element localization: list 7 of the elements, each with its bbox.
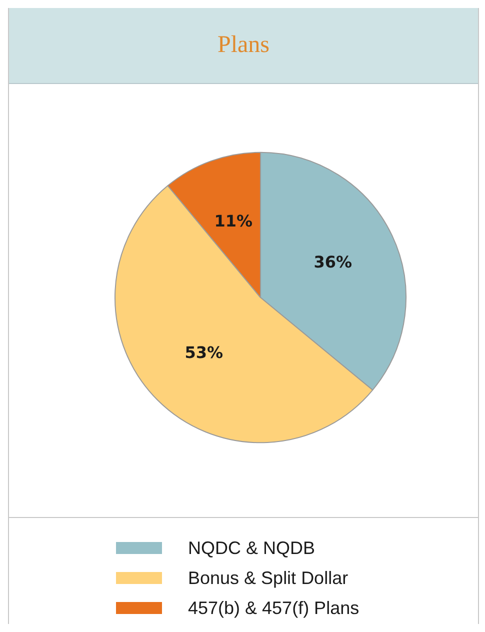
data-label: 11% [214, 212, 253, 231]
legend-label: Bonus & Split Dollar [188, 568, 348, 588]
data-label: 53% [184, 343, 224, 362]
legend-label: NQDC & NQDB [188, 538, 316, 558]
chart-title: Plans [9, 8, 478, 84]
data-label: 36% [314, 252, 352, 272]
legend-label: 457(b) & 457(f) Plans [188, 598, 360, 618]
